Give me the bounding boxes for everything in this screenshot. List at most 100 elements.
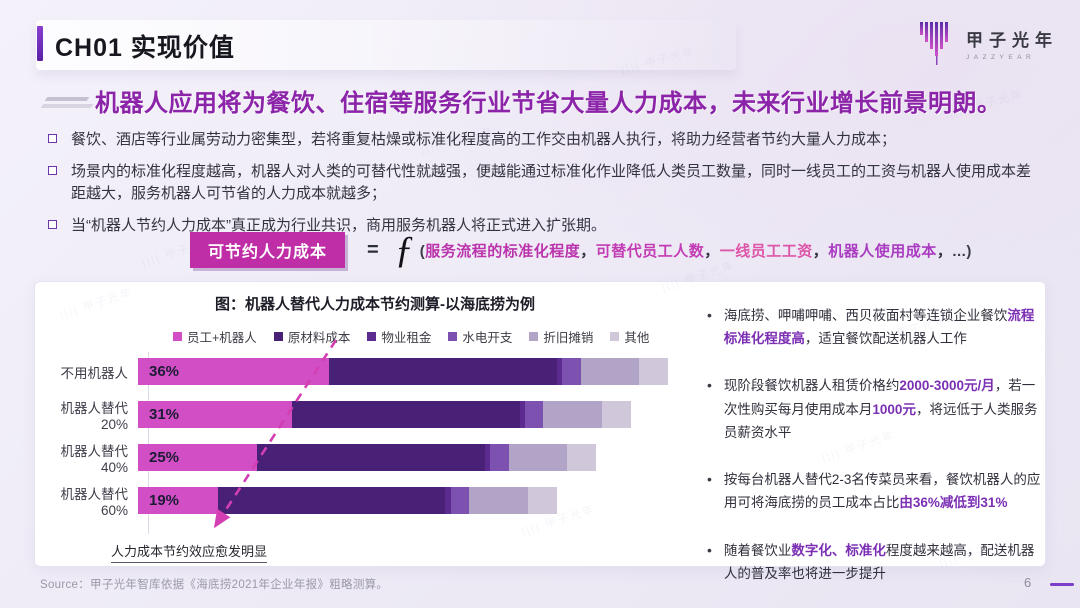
bar-segment: 31% — [138, 401, 292, 428]
legend-item: 折旧摊销 — [529, 327, 593, 346]
chart-legend: 员工+机器人 原材料成本 物业租金 水电开支 折旧摊销 其他 — [173, 327, 649, 346]
legend-swatch — [367, 332, 377, 341]
formula-expression: (服务流程的标准化程度，可替代员工人数，一线员工工资，机器人使用成本，...) — [420, 240, 972, 261]
bar-segment: 19% — [138, 487, 218, 514]
bar-segment — [519, 401, 525, 428]
bar-segment — [217, 487, 446, 514]
chart-title: 图：机器人替代人力成本节约测算-以海底捞为例 — [215, 296, 535, 313]
equals-sign: = — [367, 238, 379, 261]
insight-run: 程度越来越高，配送机器人的普及率也将进一步提升 — [723, 542, 1035, 581]
stacked-bar: 36% — [138, 358, 668, 385]
bar-segment: 25% — [138, 444, 258, 471]
stacked-bar: 25% — [138, 444, 597, 471]
stacked-bar: 31% — [138, 401, 631, 428]
legend-swatch — [529, 332, 539, 341]
formula-term: ， — [704, 242, 720, 260]
insight-run: 随着餐饮业 — [723, 542, 792, 558]
bar-segment — [527, 487, 557, 514]
formula-term: 一线员工工资 — [719, 242, 813, 260]
bar-value-label: 31% — [149, 406, 180, 423]
insight-item: • 随着餐饮业数字化、标准化程度越来越高，配送机器人的普及率也将进一步提升 — [707, 539, 1042, 585]
insight-item: • 按每台机器人替代2-3名传菜员来看，餐饮机器人的应用可将海底捞的员工成本占比由… — [707, 468, 1042, 514]
brand-logo: 甲子光年 JAZZYEAR — [918, 20, 1058, 66]
bar-segment — [469, 487, 528, 514]
category-label: 机器人替代60% — [60, 487, 129, 518]
insight-text: 随着餐饮业数字化、标准化程度越来越高，配送机器人的普及率也将进一步提升 — [724, 539, 1042, 585]
insight-run: ，将远低于人类服务员薪资水平 — [723, 401, 1038, 440]
insight-highlight: 流程标准化程度高 — [723, 308, 1035, 347]
legend-swatch — [448, 332, 458, 341]
source-note: Source：甲子光年智库依据《海底捞2021年企业年报》粗略测算。 — [40, 579, 389, 591]
legend-item: 其他 — [610, 327, 649, 346]
headline-decoration — [40, 104, 94, 108]
legend-swatch — [273, 332, 283, 341]
key-point-text: 当“机器人节约人力成本”真正成为行业共识，商用服务机器人将正式进入扩张期。 — [71, 216, 606, 234]
insight-text: 海底捞、呷哺呷哺、西贝莜面村等连锁企业餐饮流程标准化程度高，适宜餐饮配送机器人工… — [724, 304, 1042, 350]
formula-term: ， — [580, 242, 596, 260]
bar-segment — [638, 358, 668, 385]
bar-segment — [561, 358, 581, 385]
insight-item: • 现阶段餐饮机器人租赁价格约2000-3000元/月，若一次性购买每月使用成本月… — [707, 374, 1042, 444]
page-number: 6 — [1024, 575, 1032, 590]
bar-segment — [601, 401, 631, 428]
insight-highlight: 1000元 — [872, 401, 916, 417]
bar-segment — [543, 401, 602, 428]
legend-item: 员工+机器人 — [173, 327, 257, 346]
bar-segment — [257, 444, 486, 471]
key-point: 餐饮、酒店等行业属劳动力密集型，若将重复枯燥或标准化程度高的工作交由机器人执行，… — [48, 129, 1033, 152]
insight-run: ，适宜餐饮配送机器人工作 — [804, 331, 967, 347]
key-point-text: 餐饮、酒店等行业属劳动力密集型，若将重复枯燥或标准化程度高的工作交由机器人执行，… — [71, 131, 897, 148]
formula-term: ，...) — [936, 242, 972, 260]
insight-text: 按每台机器人替代2-3名传菜员来看，餐饮机器人的应用可将海底捞的员工成本占比由3… — [724, 468, 1042, 514]
bar-segment — [567, 444, 597, 471]
title-background-band — [36, 20, 736, 70]
chart-axis-line — [148, 352, 149, 534]
legend-item: 水电开支 — [448, 327, 512, 346]
formula-term: ， — [812, 242, 829, 260]
category-label: 机器人替代40% — [60, 444, 129, 475]
bar-segment — [450, 487, 470, 514]
legend-label: 员工+机器人 — [187, 331, 257, 345]
bar-segment — [490, 444, 509, 471]
legend-label: 物业租金 — [381, 331, 432, 345]
chart-rows: 不用机器人 36% 机器人替代20% 31% 机器人替代40% 25% 机器人替代60% 19… — [35, 358, 695, 530]
logo-subname: JAZZYEAR — [966, 53, 1036, 61]
insight-highlight: 由36%减低到31% — [899, 495, 1008, 511]
legend-item: 物业租金 — [367, 327, 431, 346]
insight-run: ，若一次性购买每月使用成本月 — [723, 378, 1036, 417]
key-point-text: 场景内的标准化程度越高，机器人对人类的可替代性就越强，便越能通过标准化作业降低人… — [71, 162, 1032, 203]
chart-row: 机器人替代20% 31% — [35, 401, 695, 432]
bar-segment: 36% — [138, 358, 329, 385]
legend-swatch — [610, 332, 620, 341]
legend-label: 其他 — [624, 331, 650, 345]
legend-swatch — [173, 332, 182, 341]
legend-label: 折旧摊销 — [543, 331, 594, 345]
legend-label: 原材料成本 — [287, 331, 351, 345]
bar-segment — [524, 401, 544, 428]
function-symbol: ƒ — [394, 229, 414, 271]
dot-bullet-icon: • — [707, 377, 712, 394]
page-number-dash — [1050, 583, 1074, 586]
insight-item: • 海底捞、呷哺呷哺、西贝莜面村等连锁企业餐饮流程标准化程度高，适宜餐饮配送机器人… — [707, 304, 1042, 350]
formula-label-chip: 可节约人力成本 — [190, 232, 346, 268]
formula-term: 服务流程的标准化程度 — [425, 242, 581, 260]
bar-value-label: 19% — [149, 492, 180, 509]
insight-run: 现阶段餐饮机器人租赁价格约 — [723, 378, 900, 394]
dot-bullet-icon: • — [707, 541, 712, 558]
chart-card: 图：机器人替代人力成本节约测算-以海底捞为例 员工+机器人 原材料成本 物业租金 水电… — [34, 281, 1046, 581]
bar-value-label: 25% — [149, 449, 180, 466]
stacked-bar: 19% — [138, 487, 557, 514]
insight-text: 现阶段餐饮机器人租赁价格约2000-3000元/月，若一次性购买每月使用成本月1… — [724, 374, 1042, 444]
insight-run: 按每台机器人替代2-3名传菜员来看，餐饮机器人的应用可将海底捞的员工成本占比 — [723, 472, 1041, 511]
dot-bullet-icon: • — [707, 471, 712, 488]
key-points-list: 餐饮、酒店等行业属劳动力密集型，若将重复枯燥或标准化程度高的工作交由机器人执行，… — [48, 129, 1033, 237]
formula-term: 机器人使用成本 — [828, 242, 937, 260]
bar-segment — [508, 444, 568, 471]
square-bullet-icon — [48, 134, 57, 143]
bar-value-label: 36% — [149, 363, 180, 380]
bar-segment — [485, 444, 491, 471]
formula-term: ( — [419, 242, 426, 260]
legend-label: 水电开支 — [462, 331, 513, 345]
chart-row: 机器人替代40% 25% — [35, 444, 695, 475]
formula-term: 可替代员工人数 — [595, 242, 705, 260]
